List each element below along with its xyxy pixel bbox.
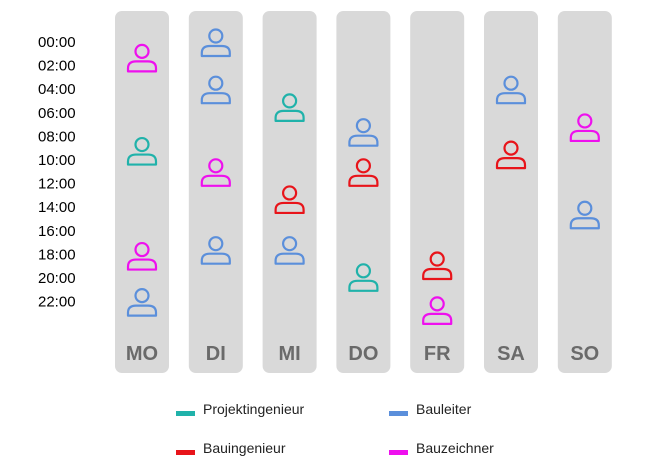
time-tick-label: 00:00 [38,34,76,51]
time-tick-label: 14:00 [38,199,76,216]
legend-swatch [389,411,408,416]
time-tick-label: 02:00 [38,58,76,75]
legend-swatch [176,411,195,416]
day-column-di [188,11,243,373]
person-icon-bauzeichner [422,296,453,325]
person-icon-bauingenieur [422,251,453,281]
day-column-mo [115,11,169,373]
person-icon-projektingenieur [348,263,379,292]
day-column-sa [484,11,538,373]
time-axis: 00:00 02:00 04:00 06:00 08:00 10:00 12:00 14:00… [38,34,76,311]
legend: Projektingenieur Bauleiter Bauingenieur Bau… [176,401,494,456]
person-icon-bauleiter [200,236,231,265]
day-column-so [557,11,612,373]
day-label: SO [570,343,599,365]
legend-swatch [389,450,408,455]
day-column-mi [262,11,317,373]
legend-label: Bauleiter [416,401,472,417]
person-icon-bauleiter [200,28,231,58]
time-tick-label: 08:00 [38,128,76,145]
person-icon-bauingenieur [274,185,305,215]
legend-swatch [176,450,195,455]
day-label: DI [206,343,226,365]
time-tick-label: 16:00 [38,223,76,240]
day-columns: MO DI MI DO FR SA SO [115,11,612,373]
day-label: MI [278,343,300,365]
person-icon-bauingenieur [348,158,379,187]
day-label: DO [348,343,378,365]
person-icon-bauleiter [569,200,600,230]
day-column-do [336,11,391,373]
day-label: SA [497,343,525,365]
person-icon-bauleiter [274,236,305,265]
legend-label: Bauingenieur [203,440,286,456]
person-icon-bauzeichner [126,43,158,73]
day-label: MO [126,343,158,365]
person-icon-bauzeichner [200,158,231,187]
time-tick-label: 20:00 [38,270,76,287]
person-icon-bauingenieur [495,140,527,170]
legend-label: Bauzeichner [416,440,494,456]
day-label: FR [424,343,451,365]
time-tick-label: 22:00 [38,294,76,311]
person-icon-projektingenieur [274,93,305,123]
person-icon-bauleiter [348,118,379,147]
time-tick-label: 18:00 [38,246,76,263]
legend-label: Projektingenieur [203,401,305,417]
person-icon-bauleiter [126,288,158,317]
time-tick-label: 04:00 [38,81,76,98]
day-column-fr [410,11,465,373]
person-icon-projektingenieur [126,136,158,166]
time-tick-label: 12:00 [38,176,76,193]
person-icon-bauleiter [495,75,527,105]
time-tick-label: 10:00 [38,152,76,169]
time-tick-label: 06:00 [38,105,76,122]
person-icon-bauleiter [200,75,231,105]
data-marks [126,28,600,325]
person-icon-bauzeichner [126,241,158,271]
person-icon-bauzeichner [569,113,600,143]
